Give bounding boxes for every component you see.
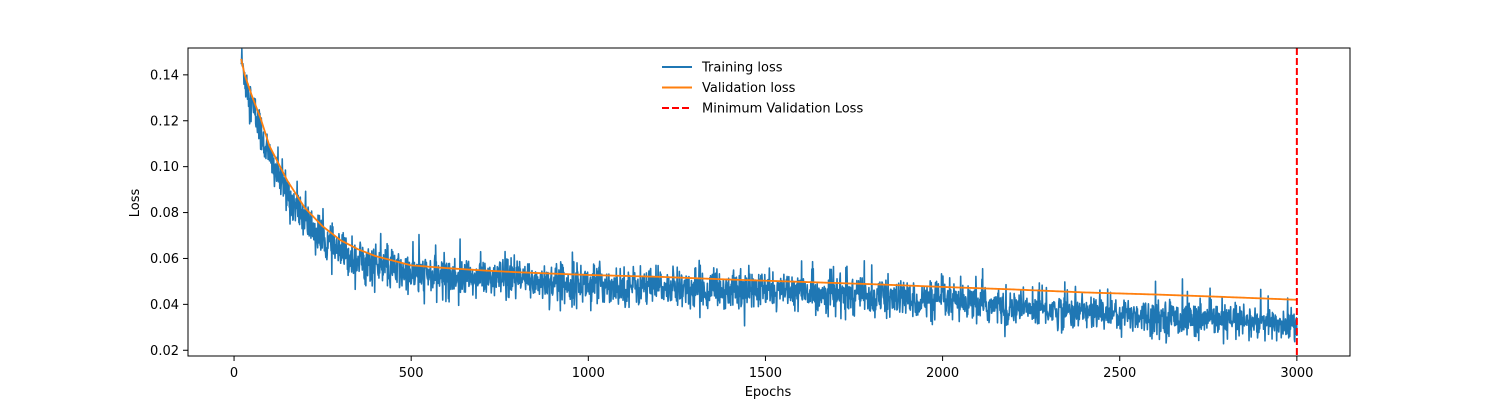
x-tick-label: 3000 (1280, 366, 1313, 381)
training-loss-line (240, 48, 1298, 345)
y-tick-label: 0.12 (150, 114, 179, 129)
x-tick-label: 500 (399, 366, 424, 381)
legend-label: Minimum Validation Loss (702, 102, 863, 117)
validation-loss-line (240, 58, 1297, 301)
y-tick-label: 0.04 (150, 298, 179, 313)
x-axis-label: Epochs (745, 385, 792, 400)
axes: 0 500 1000 1500 2000 2500 3000 0.02 0.04 0.06 0.08… (150, 47, 1351, 381)
x-tick-label: 0 (230, 366, 238, 381)
y-axis-label: Loss (128, 189, 143, 218)
legend: Training loss Validation loss Minimum Vali… (662, 61, 863, 117)
x-tick-label: 2000 (926, 366, 959, 381)
x-tick-label: 1000 (572, 366, 605, 381)
x-tick-label: 2500 (1103, 366, 1136, 381)
legend-label: Training loss (701, 61, 783, 76)
axes-frame (187, 47, 1351, 357)
y-tick-label: 0.06 (150, 252, 179, 267)
y-tick-label: 0.10 (150, 160, 179, 175)
x-tick-label: 1500 (749, 366, 782, 381)
y-tick-label: 0.02 (150, 344, 179, 359)
plot-area (240, 48, 1298, 356)
legend-label: Validation loss (702, 81, 796, 96)
y-tick-label: 0.08 (150, 206, 179, 221)
y-tick-label: 0.14 (150, 68, 179, 83)
